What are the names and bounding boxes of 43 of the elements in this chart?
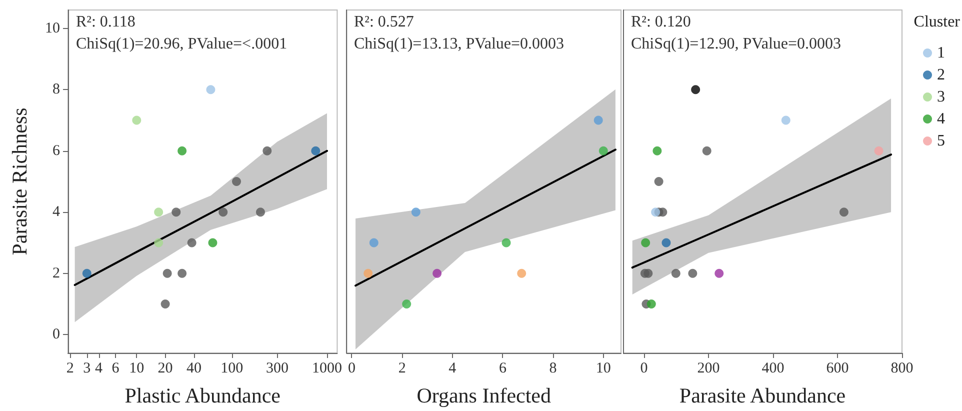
x-tick-label: 600 xyxy=(826,360,849,376)
y-tick-label: 0 xyxy=(52,326,60,343)
x-tick-label: 6 xyxy=(112,360,120,376)
x-tick-label: 100 xyxy=(220,360,244,376)
x-tick-label: 4 xyxy=(95,360,104,376)
legend-label: 1 xyxy=(937,44,945,62)
x-tick-label: 40 xyxy=(186,360,202,376)
x-tick-label: 1000 xyxy=(312,360,342,376)
x-tick-label: 4 xyxy=(448,360,457,376)
y-tick-label: 2 xyxy=(52,265,60,282)
x-tick-label: 6 xyxy=(498,360,507,376)
x-axis-title: Plastic Abundance xyxy=(124,384,280,408)
x-axis-title: Organs Infected xyxy=(416,384,552,408)
annotation: ChiSq(1)=20.96, PValue=<.0001 xyxy=(76,36,288,52)
x-tick-label: 8 xyxy=(549,360,557,376)
legend-label: 4 xyxy=(937,110,945,128)
x-tick-label: 300 xyxy=(266,360,288,376)
annotation: ChiSq(1)=12.90, PValue=0.0003 xyxy=(631,36,842,52)
x-tick-label: 20 xyxy=(158,360,173,376)
annotation: R²: 0.120 xyxy=(631,14,691,30)
x-tick-label: 2 xyxy=(398,360,406,376)
annotation: R²: 0.118 xyxy=(76,14,136,30)
legend-title: Cluster xyxy=(914,14,961,30)
x-tick-label: 200 xyxy=(697,360,720,376)
x-tick-label: 2 xyxy=(66,360,74,376)
y-tick-label: 4 xyxy=(52,204,60,220)
annotation: R²: 0.527 xyxy=(354,14,414,30)
legend-label: 2 xyxy=(937,66,945,84)
annotation: ChiSq(1)=13.13, PValue=0.0003 xyxy=(354,36,564,52)
x-tick-label: 400 xyxy=(762,360,784,376)
legend-label: 5 xyxy=(937,132,945,150)
legend-label: 3 xyxy=(937,88,945,106)
x-axis-title: Parasite Abundance xyxy=(679,384,846,408)
x-tick-label: 3 xyxy=(83,360,91,376)
y-axis-title: Parasite Richness xyxy=(8,108,32,256)
y-tick-label: 10 xyxy=(45,20,60,36)
x-tick-label: 800 xyxy=(890,360,914,376)
y-tick-label: 6 xyxy=(52,142,60,159)
x-tick-label: 10 xyxy=(596,360,611,376)
x-tick-label: 0 xyxy=(348,360,356,376)
x-tick-label: 0 xyxy=(640,360,648,376)
y-tick-label: 8 xyxy=(52,82,60,98)
x-tick-label: 10 xyxy=(129,360,144,376)
